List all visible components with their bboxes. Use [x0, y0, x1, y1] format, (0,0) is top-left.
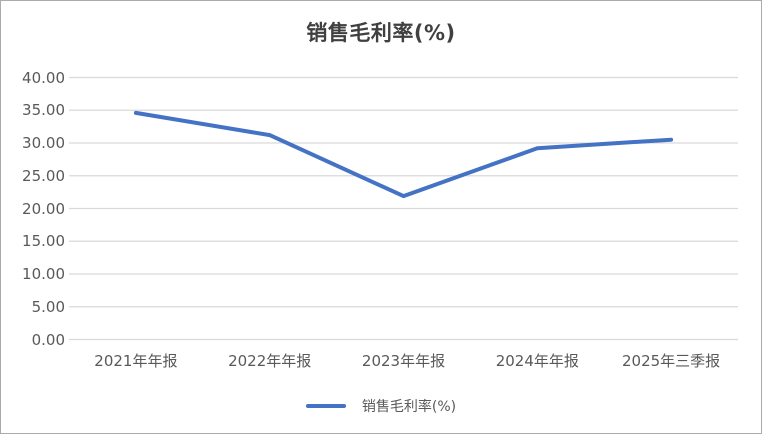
y-tick-label: 40.00 [22, 68, 65, 87]
x-tick-label: 2024年年报 [495, 352, 579, 370]
legend-line-swatch [305, 404, 346, 408]
x-tick-label: 2021年年报 [94, 352, 178, 370]
x-tick-label: 2023年年报 [361, 352, 446, 370]
y-tick-label: 25.00 [22, 166, 65, 185]
legend-label: 销售毛利率(%) [361, 399, 457, 415]
legend: 销售毛利率(%) [1, 394, 761, 418]
y-tick-label: 30.00 [22, 134, 65, 152]
y-tick-label: 35.00 [22, 101, 65, 120]
chart-title: 销售毛利率(%) [306, 21, 456, 45]
y-tick-label: 0.00 [31, 330, 65, 349]
y-tick-label: 15.00 [22, 232, 65, 251]
x-tick-label: 2025年三季报 [622, 352, 721, 370]
x-tick-label: 2022年年报 [228, 352, 312, 370]
y-tick-label: 20.00 [22, 199, 65, 218]
y-tick-label: 5.00 [31, 297, 65, 316]
y-tick-label: 10.00 [22, 265, 65, 283]
